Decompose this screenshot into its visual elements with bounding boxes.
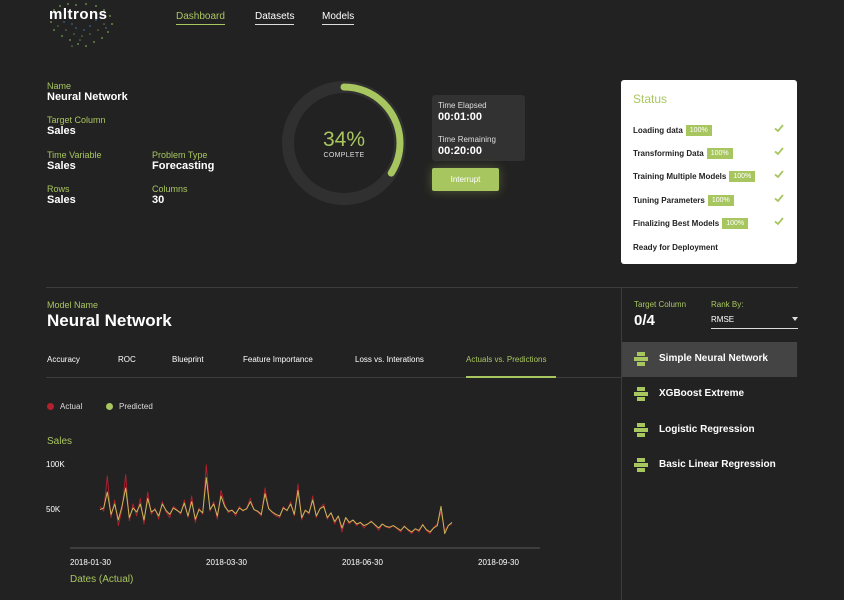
- target-column-value: Sales: [47, 125, 76, 137]
- tab-actuals-vs-predictions[interactable]: Actuals vs. Predictions: [466, 355, 547, 364]
- tab-accuracy[interactable]: Accuracy: [47, 355, 80, 364]
- x-tick-jan: 2018-01-30: [70, 558, 111, 567]
- x-axis-label: Dates (Actual): [70, 574, 134, 585]
- problem-type-label: Problem Type: [152, 150, 208, 160]
- status-badge: 100%: [685, 125, 712, 137]
- rows-label: Rows: [47, 184, 70, 194]
- model-item-basic-linear-regression[interactable]: Basic Linear Regression: [622, 448, 797, 483]
- status-row-label: Transforming Data: [633, 149, 704, 159]
- check-icon: [774, 217, 784, 226]
- status-badge: 100%: [729, 171, 756, 183]
- status-badge: 100%: [707, 195, 734, 207]
- model-item-name: Basic Linear Regression: [659, 459, 776, 470]
- status-row-label: Training Multiple Models: [633, 172, 727, 182]
- time-variable-label: Time Variable: [47, 150, 102, 160]
- problem-type-value: Forecasting: [152, 160, 215, 172]
- tab-loss-vs-iterations[interactable]: Loss vs. Interations: [355, 355, 424, 364]
- model-item-logistic-regression[interactable]: Logistic Regression: [622, 413, 797, 448]
- model-icon: [634, 387, 648, 401]
- progress-subtitle: COMPLETE: [323, 152, 365, 159]
- time-elapsed-label: Time Elapsed: [438, 101, 487, 110]
- legend-actual-label: Actual: [60, 402, 83, 411]
- progress-arc: [284, 83, 404, 203]
- progress-ring: [282, 81, 406, 205]
- nav-datasets[interactable]: Datasets: [255, 11, 295, 25]
- status-badge: 100%: [706, 148, 733, 160]
- status-row-loading: Loading data 100%: [633, 122, 785, 137]
- brand-logo-graphic: [50, 3, 113, 47]
- tab-feature-importance[interactable]: Feature Importance: [243, 355, 313, 364]
- interrupt-button[interactable]: Interrupt: [432, 168, 499, 191]
- status-row-label: Tuning Parameters: [633, 196, 705, 206]
- series-line-predicted: [99, 477, 453, 535]
- model-item-xgboost-extreme[interactable]: XGBoost Extreme: [622, 377, 797, 412]
- time-remaining-value: 00:20:00: [438, 145, 483, 157]
- target-column-label: Target Column: [47, 115, 106, 125]
- nav-models[interactable]: Models: [322, 11, 355, 25]
- legend-actual-swatch: [47, 403, 54, 410]
- model-item-name: XGBoost Extreme: [659, 388, 745, 399]
- rows-value: Sales: [47, 194, 76, 206]
- model-icon: [634, 458, 648, 472]
- nav-dashboard[interactable]: Dashboard: [176, 11, 225, 25]
- rank-by-value: RMSE: [711, 315, 735, 324]
- x-tick-jun: 2018-06-30: [342, 558, 383, 567]
- chevron-down-icon: [792, 317, 798, 321]
- time-panel: Time Elapsed 00:01:00 Time Remaining 00:…: [432, 95, 525, 161]
- status-row-label: Ready for Deployment: [633, 243, 718, 253]
- legend-predicted-label: Predicted: [119, 402, 153, 411]
- panel-divider: [621, 288, 622, 600]
- series-line-actual: [99, 464, 453, 535]
- rank-by-label: Rank By:: [711, 300, 744, 309]
- x-tick-mar: 2018-03-30: [206, 558, 247, 567]
- check-icon: [774, 170, 784, 179]
- columns-value: 30: [152, 194, 165, 206]
- status-title: Status: [633, 92, 668, 106]
- tab-rule: [46, 377, 621, 378]
- sales-line-chart: 100K 50K 2018-01-30 2018-03-30 2018-06-3…: [46, 460, 540, 567]
- series-actual: [99, 464, 453, 535]
- model-item-simple-neural-network[interactable]: Simple Neural Network: [622, 342, 797, 377]
- model-title: Neural Network: [47, 311, 172, 330]
- status-card: Status Loading data 100% Transforming Dat…: [621, 80, 797, 264]
- status-row-ready: Ready for Deployment: [633, 239, 785, 253]
- status-badge: 100%: [722, 218, 749, 230]
- chart-title: Sales: [47, 436, 73, 447]
- progress-percent: 34%: [322, 128, 366, 151]
- time-variable-value: Sales: [47, 160, 76, 172]
- check-icon: [774, 194, 784, 203]
- status-row-training: Training Multiple Models 100%: [633, 168, 785, 183]
- x-tick-sep: 2018-09-30: [478, 558, 519, 567]
- rank-by-select[interactable]: RMSE: [711, 313, 798, 329]
- status-row-label: Loading data: [633, 126, 683, 136]
- status-row-tuning: Tuning Parameters 100%: [633, 192, 785, 207]
- target-column-count-label: Target Column: [634, 300, 687, 309]
- name-label: Name: [47, 81, 72, 91]
- y-tick-100k: 100K: [46, 460, 65, 469]
- model-item-name: Simple Neural Network: [659, 353, 768, 364]
- target-column-count: 0/4: [634, 312, 655, 329]
- active-tab-indicator: [466, 376, 556, 378]
- y-tick-50k: 50K: [46, 505, 61, 514]
- check-icon: [774, 147, 784, 156]
- status-row-finalizing: Finalizing Best Models 100%: [633, 215, 785, 230]
- section-divider: [46, 287, 798, 288]
- time-elapsed-value: 00:01:00: [438, 111, 483, 123]
- model-item-name: Logistic Regression: [659, 424, 755, 435]
- model-icon: [634, 423, 648, 437]
- status-row-transforming: Transforming Data 100%: [633, 145, 785, 160]
- legend-predicted-swatch: [106, 403, 113, 410]
- tab-roc[interactable]: ROC: [118, 355, 136, 364]
- tab-blueprint[interactable]: Blueprint: [172, 355, 204, 364]
- time-remaining-label: Time Remaining: [438, 135, 496, 144]
- status-row-label: Finalizing Best Models: [633, 219, 720, 229]
- model-icon: [634, 352, 648, 366]
- columns-label: Columns: [152, 184, 188, 194]
- brand-name: mltrons: [49, 6, 108, 23]
- name-value: Neural Network: [47, 91, 128, 103]
- series-predicted: [99, 477, 453, 535]
- model-name-label: Model Name: [47, 300, 99, 310]
- check-icon: [774, 124, 784, 133]
